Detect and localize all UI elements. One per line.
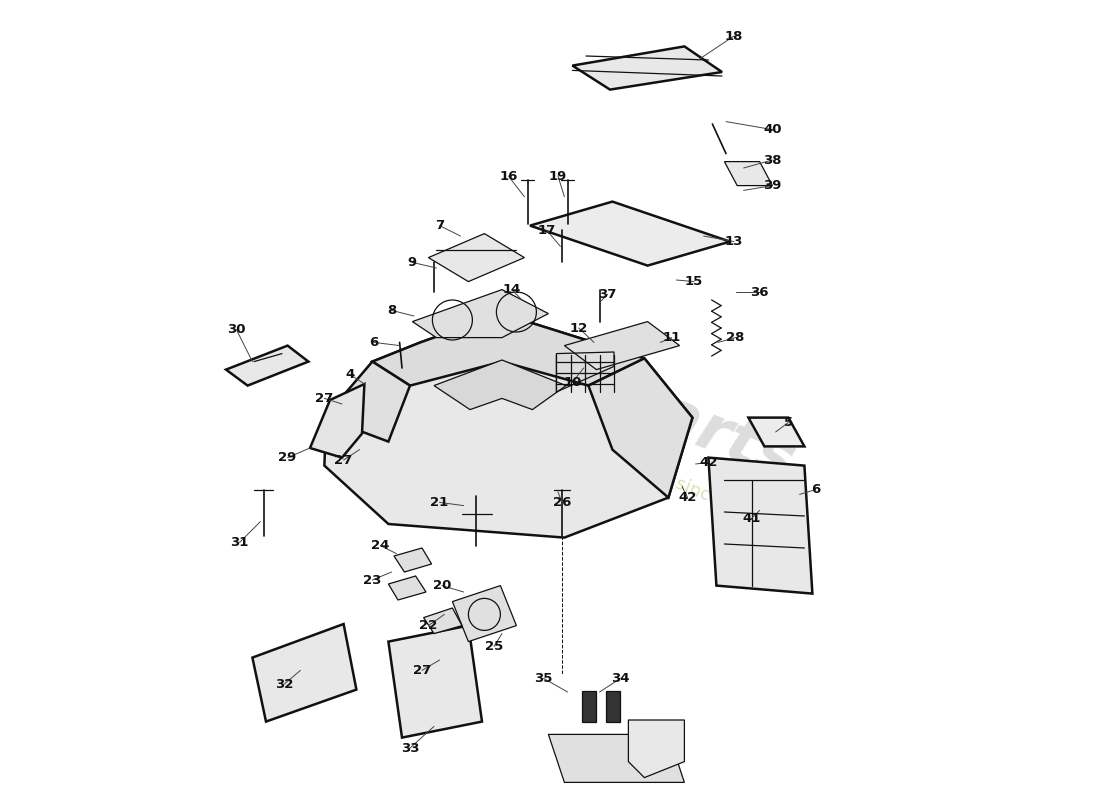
Text: 4: 4: [345, 368, 354, 381]
Polygon shape: [394, 548, 431, 572]
Polygon shape: [424, 608, 462, 634]
Text: 10: 10: [563, 376, 582, 389]
Polygon shape: [310, 384, 364, 458]
Text: 9: 9: [408, 256, 417, 269]
Polygon shape: [434, 360, 566, 410]
Polygon shape: [428, 234, 525, 282]
Text: 8: 8: [387, 304, 396, 317]
Text: 31: 31: [230, 536, 249, 549]
Text: 39: 39: [763, 179, 782, 192]
Polygon shape: [588, 358, 692, 498]
Text: 20: 20: [432, 579, 451, 592]
Polygon shape: [373, 314, 645, 386]
Text: 42: 42: [700, 456, 717, 469]
Polygon shape: [252, 624, 356, 722]
Text: 27: 27: [316, 392, 333, 405]
Text: 22: 22: [419, 619, 438, 632]
Text: 13: 13: [725, 235, 744, 248]
Polygon shape: [388, 626, 482, 738]
FancyBboxPatch shape: [606, 691, 620, 722]
Text: 41: 41: [742, 512, 761, 525]
Text: 26: 26: [553, 496, 571, 509]
Text: 25: 25: [485, 640, 503, 653]
Text: 36: 36: [750, 286, 769, 298]
Text: 21: 21: [430, 496, 449, 509]
Text: 16: 16: [499, 170, 518, 182]
Polygon shape: [452, 586, 516, 642]
Polygon shape: [564, 322, 680, 370]
Text: 12: 12: [570, 322, 587, 334]
FancyBboxPatch shape: [582, 691, 596, 722]
Polygon shape: [708, 458, 813, 594]
Text: 32: 32: [275, 678, 294, 690]
Text: 30: 30: [228, 323, 245, 336]
Text: 34: 34: [612, 672, 629, 685]
Polygon shape: [388, 576, 426, 600]
Polygon shape: [530, 202, 730, 266]
Text: euroParts: euroParts: [456, 306, 804, 494]
Text: 27: 27: [334, 454, 353, 466]
Polygon shape: [725, 162, 772, 186]
Text: 18: 18: [725, 30, 744, 42]
Text: 24: 24: [371, 539, 389, 552]
Text: 33: 33: [400, 742, 419, 754]
Text: 23: 23: [363, 574, 382, 586]
Text: 7: 7: [434, 219, 444, 232]
Text: 37: 37: [598, 288, 617, 301]
Text: 28: 28: [726, 331, 745, 344]
Text: 19: 19: [549, 170, 568, 182]
Polygon shape: [628, 720, 684, 778]
Text: a passion for Porsche since 1985: a passion for Porsche since 1985: [490, 400, 771, 528]
Text: 11: 11: [662, 331, 681, 344]
Polygon shape: [572, 46, 722, 90]
Text: 35: 35: [535, 672, 553, 685]
Text: 38: 38: [763, 154, 782, 166]
Polygon shape: [324, 362, 410, 442]
Polygon shape: [412, 290, 549, 338]
Text: 15: 15: [685, 275, 703, 288]
Polygon shape: [549, 734, 684, 782]
Text: 42: 42: [679, 491, 696, 504]
Text: 29: 29: [278, 451, 297, 464]
Text: 14: 14: [503, 283, 520, 296]
Text: 6: 6: [370, 336, 378, 349]
Text: 6: 6: [811, 483, 821, 496]
Polygon shape: [226, 346, 308, 386]
Text: 5: 5: [784, 416, 793, 429]
Polygon shape: [324, 314, 692, 538]
Polygon shape: [748, 418, 804, 446]
Text: 17: 17: [538, 224, 556, 237]
Text: 27: 27: [412, 664, 431, 677]
Text: 40: 40: [763, 123, 782, 136]
